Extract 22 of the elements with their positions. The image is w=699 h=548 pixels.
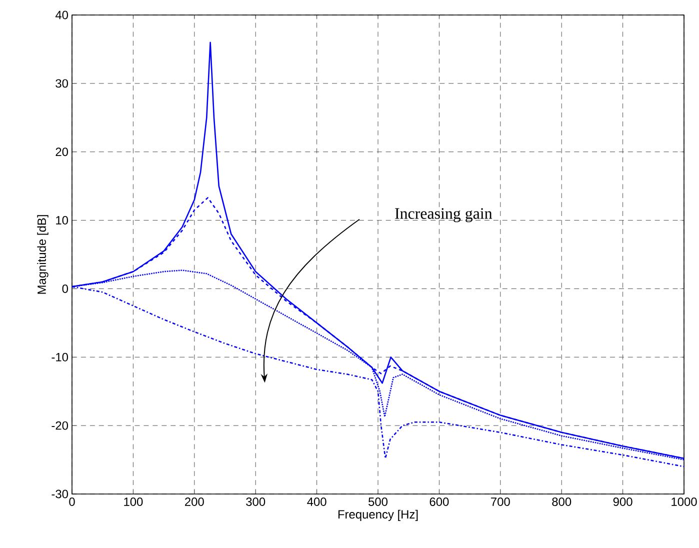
x-tick-label: 200 [185,498,204,506]
y-tick-label: 30 [56,79,68,88]
y-tick-label: 0 [62,284,68,293]
y-tick-label: 20 [56,148,68,156]
x-tick-label: 400 [307,498,326,506]
y-tick-label: -30 [52,490,68,498]
x-tick-label: 500 [368,498,388,506]
x-tick-label: 1000 [672,498,697,506]
x-tick-label: 700 [491,498,510,506]
x-axis-title: Frequency [Hz] [338,510,418,521]
x-tick-label: 600 [430,498,449,506]
x-tick-label: 100 [124,498,143,506]
x-tick-label: 0 [69,498,75,506]
x-tick-label: 300 [246,498,266,506]
y-tick-label: -10 [52,352,68,362]
x-tick-label: 800 [552,498,572,506]
x-tick-label: 900 [613,498,632,506]
annotation: Increasing gain [395,208,492,222]
y-tick-label: -20 [52,421,68,430]
y-axis-title: Magnitude [dB] [37,215,48,294]
y-tick-label: 40 [55,10,68,20]
y-tick-label: 10 [56,216,68,225]
